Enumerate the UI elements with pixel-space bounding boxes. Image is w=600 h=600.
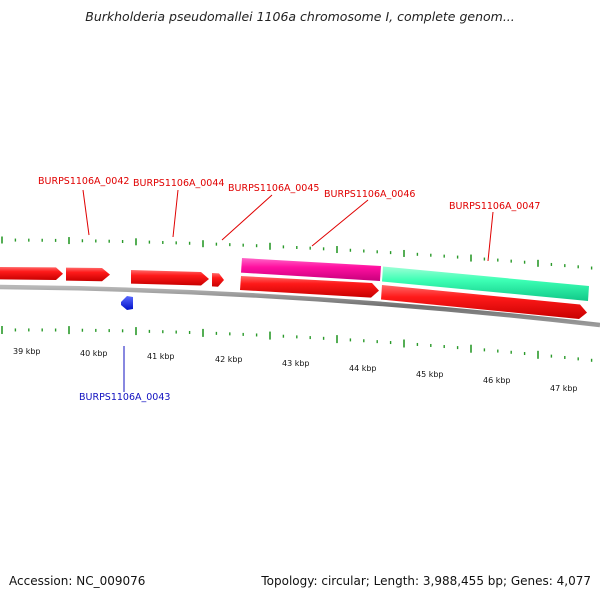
scale-label: 39 kbp xyxy=(13,347,41,356)
chromosome-backbone xyxy=(0,284,600,328)
scale-label: 40 kbp xyxy=(80,349,108,358)
scale-label: 47 kbp xyxy=(550,384,578,393)
gene-label-0044[interactable]: BURPS1106A_0044 xyxy=(133,178,224,189)
gene-leaders xyxy=(82,189,494,392)
gene-features xyxy=(0,258,589,319)
scale-label: 45 kbp xyxy=(416,370,444,379)
scale-label: 46 kbp xyxy=(483,376,511,385)
outer-tick-row xyxy=(1,236,593,270)
gene-arrow-0046[interactable] xyxy=(241,258,381,281)
gene-arrow-0042[interactable] xyxy=(66,267,110,282)
gene-arrow-0044[interactable] xyxy=(131,270,209,286)
scale-label: 44 kbp xyxy=(349,364,377,373)
gene-arrow-0045[interactable] xyxy=(212,273,224,287)
gene-labels: BURPS1106A_0042 BURPS1106A_0044 BURPS110… xyxy=(38,176,540,403)
leader-0042 xyxy=(82,189,90,236)
accession-text: Accession: NC_009076 xyxy=(9,574,146,588)
leader-0047 xyxy=(487,211,494,262)
inner-tick-row xyxy=(1,325,593,362)
gene-label-0043[interactable]: BURPS1106A_0043 xyxy=(79,392,170,403)
gene-arrow-0043[interactable] xyxy=(121,296,133,310)
scale-label: 41 kbp xyxy=(147,352,175,361)
gene-arrow-0046-lower[interactable] xyxy=(240,276,379,298)
gene-label-0045[interactable]: BURPS1106A_0045 xyxy=(228,183,319,194)
leader-0045 xyxy=(221,194,273,241)
scale-label: 43 kbp xyxy=(282,359,310,368)
scale-label: 42 kbp xyxy=(215,355,243,364)
leader-0046 xyxy=(311,199,369,247)
gene-arrow[interactable] xyxy=(0,267,63,280)
map-title: Burkholderia pseudomallei 1106a chromoso… xyxy=(85,9,515,24)
gene-arrow-0047-lower[interactable] xyxy=(381,285,587,319)
gene-label-0047[interactable]: BURPS1106A_0047 xyxy=(449,201,540,212)
gene-label-0042[interactable]: BURPS1106A_0042 xyxy=(38,176,129,187)
leader-0044 xyxy=(172,189,179,238)
summary-text: Topology: circular; Length: 3,988,455 bp… xyxy=(261,574,591,588)
gene-label-0046[interactable]: BURPS1106A_0046 xyxy=(324,189,415,200)
scale-labels: 39 kbp 40 kbp 41 kbp 42 kbp 43 kbp 44 kb… xyxy=(13,347,578,393)
gene-arrow-0047[interactable] xyxy=(382,266,589,302)
